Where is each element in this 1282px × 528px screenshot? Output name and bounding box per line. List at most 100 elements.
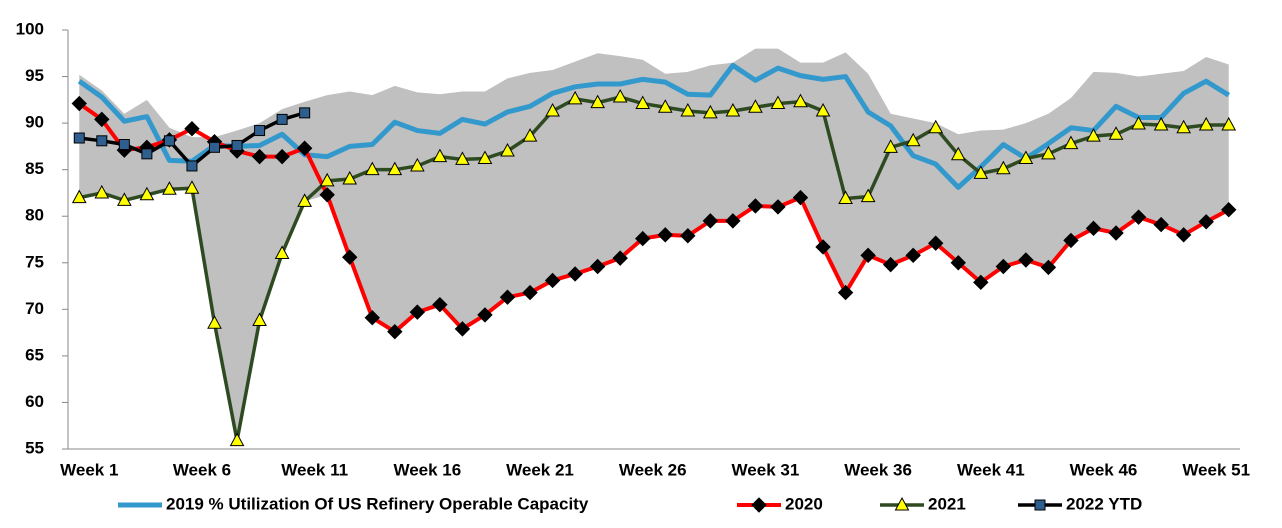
marker [139,186,155,201]
legend-label: 2021 [928,494,966,513]
y-tick-label: 60 [25,392,44,411]
x-tick-label: Week 36 [844,460,912,479]
marker [387,161,403,176]
legend-label: 2020 [785,494,823,513]
marker [793,93,808,108]
legend-label: 2019 % Utilization Of US Refinery Operab… [166,494,589,513]
marker [894,496,910,511]
marker [928,235,944,251]
marker [567,266,583,282]
marker [1221,116,1237,131]
marker [1176,119,1191,134]
marker [94,184,110,199]
y-tick-label: 65 [25,345,44,364]
marker [409,304,426,320]
marker [117,192,132,206]
marker [274,245,290,259]
marker [319,172,335,187]
marker [1040,259,1057,276]
marker [432,296,448,313]
marker [995,258,1012,275]
series-line [78,101,1230,334]
marker [186,160,198,172]
marker [364,161,380,176]
marker [276,113,288,125]
marker [319,187,335,203]
marker [1063,232,1079,249]
marker [342,249,358,265]
marker [590,94,605,109]
series-line [78,95,1229,443]
marker [973,274,989,291]
legend-item: 2019 % Utilization Of US Refinery Operab… [118,494,589,513]
marker [184,120,200,137]
marker [973,165,989,179]
marker [231,139,243,151]
y-tick-label: 55 [25,438,44,457]
marker [635,230,651,247]
marker [297,193,312,207]
marker [1034,499,1046,511]
marker [770,199,786,215]
y-tick-label: 100 [16,19,44,38]
marker [254,125,266,137]
marker [410,157,425,172]
marker [499,289,516,305]
marker [748,99,763,113]
marker [1221,201,1237,218]
marker [71,189,87,204]
marker [770,95,786,110]
marker [229,432,245,447]
marker [1085,220,1102,237]
marker [928,119,944,134]
marker [477,307,493,323]
marker [996,160,1011,175]
marker [73,132,85,144]
marker [209,141,220,153]
marker [477,150,493,164]
y-tick-label: 90 [25,113,44,132]
marker [680,102,696,117]
marker [455,151,470,165]
marker [1063,135,1079,150]
marker [725,102,741,117]
marker [657,99,673,113]
marker [612,250,628,266]
marker [1198,214,1214,230]
legend-label: 2022 YTD [1066,494,1142,513]
x-tick-label: Week 6 [173,460,231,479]
marker [838,190,853,205]
y-tick-label: 75 [25,252,44,271]
marker [387,323,403,340]
y-tick-label: 70 [25,299,44,318]
marker [1198,116,1214,131]
marker [1018,150,1034,164]
marker [612,88,628,103]
marker [522,128,538,142]
legend-item: 2020 [737,494,823,513]
x-tick-label: Week 1 [60,460,118,479]
marker [905,247,921,264]
marker [815,102,831,117]
marker [1153,216,1169,233]
marker [1041,145,1056,160]
x-tick-label: Week 51 [1182,460,1250,479]
marker [296,140,313,156]
marker [837,284,854,301]
marker [725,213,741,229]
x-tick-label: Week 41 [957,460,1025,479]
legend-item: 2021 [880,494,966,513]
x-tick-label: Week 31 [732,460,800,479]
marker [1131,115,1146,130]
marker [860,247,876,264]
marker [500,142,515,157]
marker [163,135,175,147]
marker [703,104,718,119]
marker [1086,128,1101,142]
y-tick-label: 80 [25,206,44,225]
marker [274,148,290,165]
marker [950,146,966,161]
marker [883,139,898,153]
marker [1108,126,1124,140]
marker [96,135,108,147]
